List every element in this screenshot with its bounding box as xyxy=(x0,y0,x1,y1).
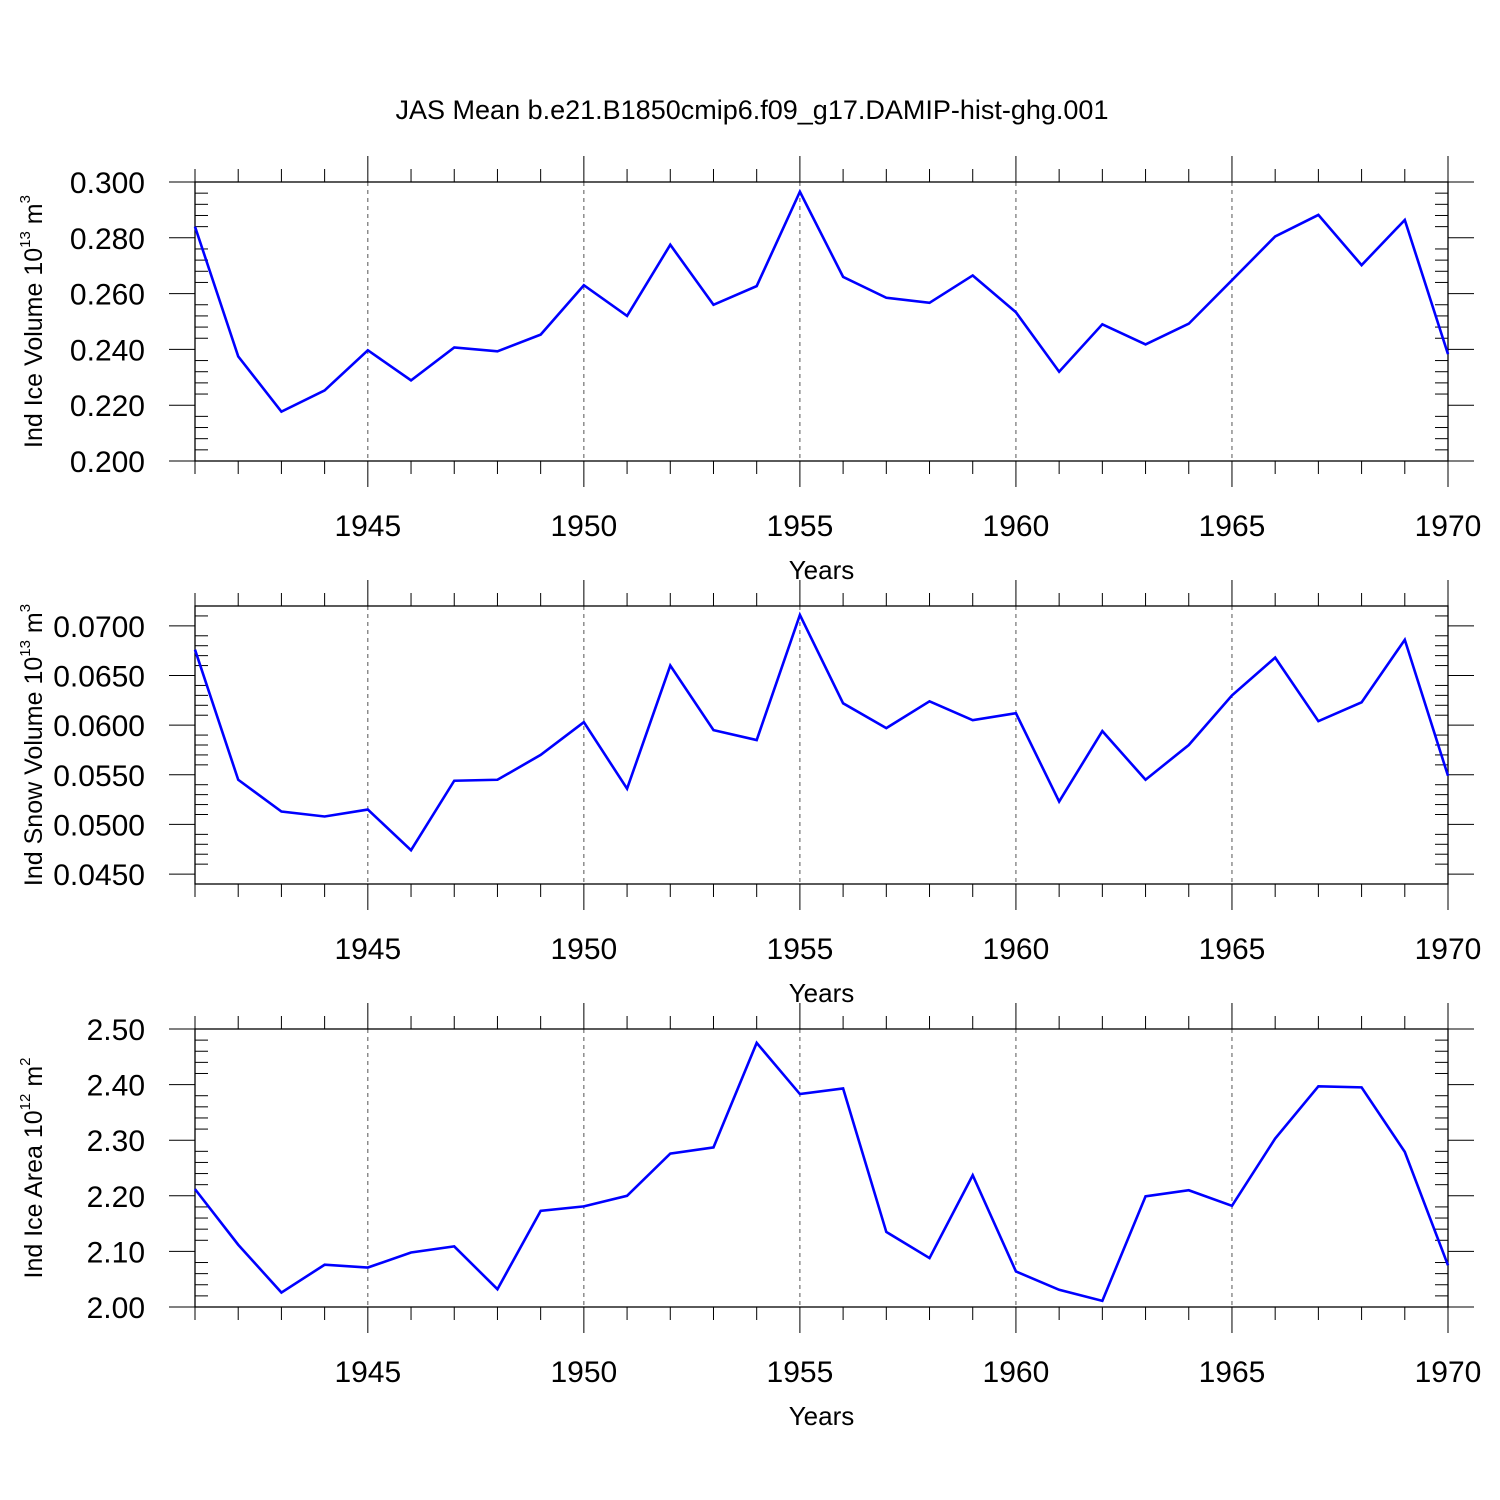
x-tick-label: 1965 xyxy=(1199,510,1266,543)
x-tick-label: 1960 xyxy=(983,510,1050,543)
panels: 0.200 0.220 0.240 0.260 0.280 0.300 1945 1950 19… xyxy=(17,156,1481,1431)
y-axis-label-unit: m xyxy=(20,1066,48,1094)
y-tick-label: 0.0450 xyxy=(53,859,145,892)
series-line xyxy=(193,188,1450,414)
x-tick-label: 1950 xyxy=(550,933,617,966)
y-tick-label: 2.20 xyxy=(87,1181,145,1214)
y-axis-label-text: Ind Ice Area 10 xyxy=(20,1110,48,1278)
plot-frame xyxy=(194,605,1449,885)
y-tick-label: 2.00 xyxy=(87,1292,145,1325)
x-tick-label: 1950 xyxy=(550,1356,617,1389)
y-tick-label: 0.0500 xyxy=(53,809,145,842)
panel-3: 2.00 2.10 2.20 2.30 2.40 2.50 1945 1950 1955 1960… xyxy=(17,1003,1481,1431)
y-axis-label-exponent: 13 xyxy=(17,640,34,657)
y-axis-label: Ind Snow Volume 1013 m3 xyxy=(17,604,48,886)
x-tick-label: 1960 xyxy=(983,1356,1050,1389)
y-axis-label-exponent: 12 xyxy=(17,1094,34,1111)
panel-2: 0.0450 0.0500 0.0550 0.0600 0.0650 0.0700 1945… xyxy=(17,580,1481,1008)
series-line xyxy=(193,1040,1450,1303)
y-tick-label: 0.0650 xyxy=(53,661,145,694)
y-axis-label-unit-exponent: 3 xyxy=(17,195,34,203)
y-axis-label: Ind Ice Area 1012 m2 xyxy=(17,1058,48,1279)
x-tick-label: 1955 xyxy=(767,1356,834,1389)
x-tick-label: 1945 xyxy=(334,933,401,966)
x-axis-label: Years xyxy=(789,978,855,1008)
y-tick-label: 0.300 xyxy=(70,167,145,200)
y-tick-label: 2.30 xyxy=(87,1125,145,1158)
x-tick-label: 1970 xyxy=(1415,933,1482,966)
y-tick-label: 0.240 xyxy=(70,334,145,367)
y-tick-label: 0.280 xyxy=(70,223,145,256)
y-tick-label: 0.0600 xyxy=(53,710,145,743)
y-tick-label: 2.40 xyxy=(87,1070,145,1103)
y-axis-label-text: Ind Ice Volume 10 xyxy=(20,248,48,448)
y-tick-label: 0.220 xyxy=(70,390,145,423)
x-axis-label: Years xyxy=(789,1401,855,1431)
x-tick-label: 1970 xyxy=(1415,1356,1482,1389)
x-tick-label: 1945 xyxy=(334,1356,401,1389)
y-axis-label-unit: m xyxy=(20,203,48,231)
x-tick-label: 1950 xyxy=(550,510,617,543)
y-tick-label: 0.0550 xyxy=(53,760,145,793)
series-line xyxy=(193,611,1450,853)
y-axis-label: Ind Ice Volume 1013 m3 xyxy=(17,195,48,448)
x-tick-label: 1955 xyxy=(767,933,834,966)
x-axis-label: Years xyxy=(789,555,855,585)
y-tick-label: 0.260 xyxy=(70,279,145,312)
plot-frame xyxy=(194,1028,1449,1308)
y-axis-label-text: Ind Snow Volume 10 xyxy=(20,657,48,886)
chart-title: JAS Mean b.e21.B1850cmip6.f09_g17.DAMIP-… xyxy=(396,95,1109,125)
x-tick-label: 1965 xyxy=(1199,1356,1266,1389)
y-tick-label: 0.0700 xyxy=(53,611,145,644)
x-tick-label: 1960 xyxy=(983,933,1050,966)
x-tick-label: 1955 xyxy=(767,510,834,543)
y-axis-label-exponent: 13 xyxy=(17,231,34,248)
y-tick-label: 2.10 xyxy=(87,1236,145,1269)
y-tick-label: 2.50 xyxy=(87,1014,145,1047)
panel-1: 0.200 0.220 0.240 0.260 0.280 0.300 1945 1950 19… xyxy=(17,156,1481,585)
x-tick-label: 1945 xyxy=(334,510,401,543)
y-axis-label-unit-exponent: 2 xyxy=(17,1058,34,1066)
y-tick-label: 0.200 xyxy=(70,446,145,479)
x-tick-label: 1970 xyxy=(1415,510,1482,543)
plot-frame xyxy=(194,181,1449,462)
x-tick-label: 1965 xyxy=(1199,933,1266,966)
y-axis-label-unit: m xyxy=(20,612,48,640)
y-axis-label-unit-exponent: 3 xyxy=(17,604,34,612)
